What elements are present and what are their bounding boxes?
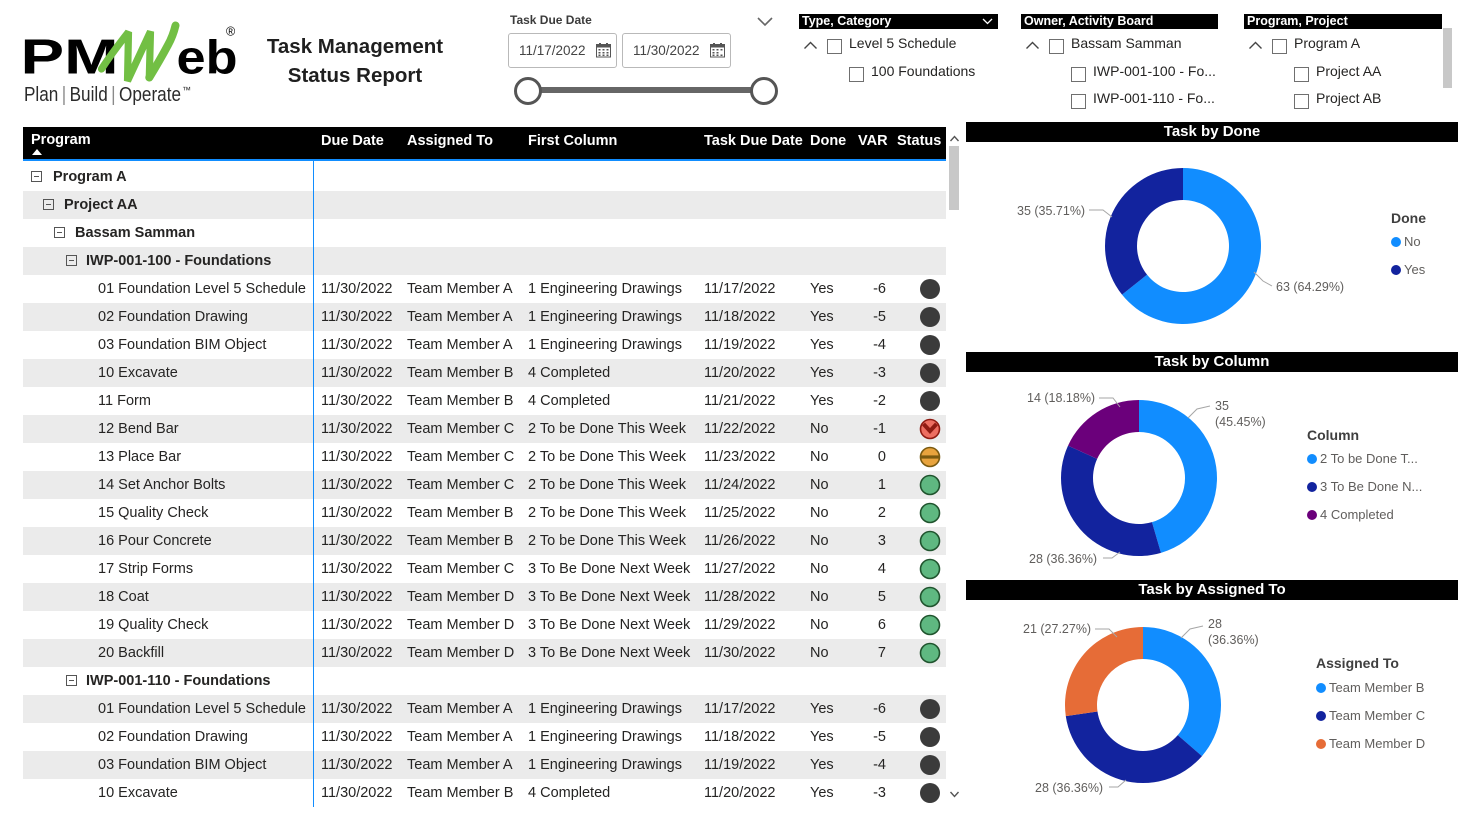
svg-text:®: ® xyxy=(226,25,236,39)
svg-text:PM: PM xyxy=(22,31,119,85)
svg-text:™: ™ xyxy=(182,85,191,95)
svg-text:Plan | Build | Operate: Plan | Build | Operate xyxy=(24,84,181,105)
svg-text:eb: eb xyxy=(177,31,238,84)
